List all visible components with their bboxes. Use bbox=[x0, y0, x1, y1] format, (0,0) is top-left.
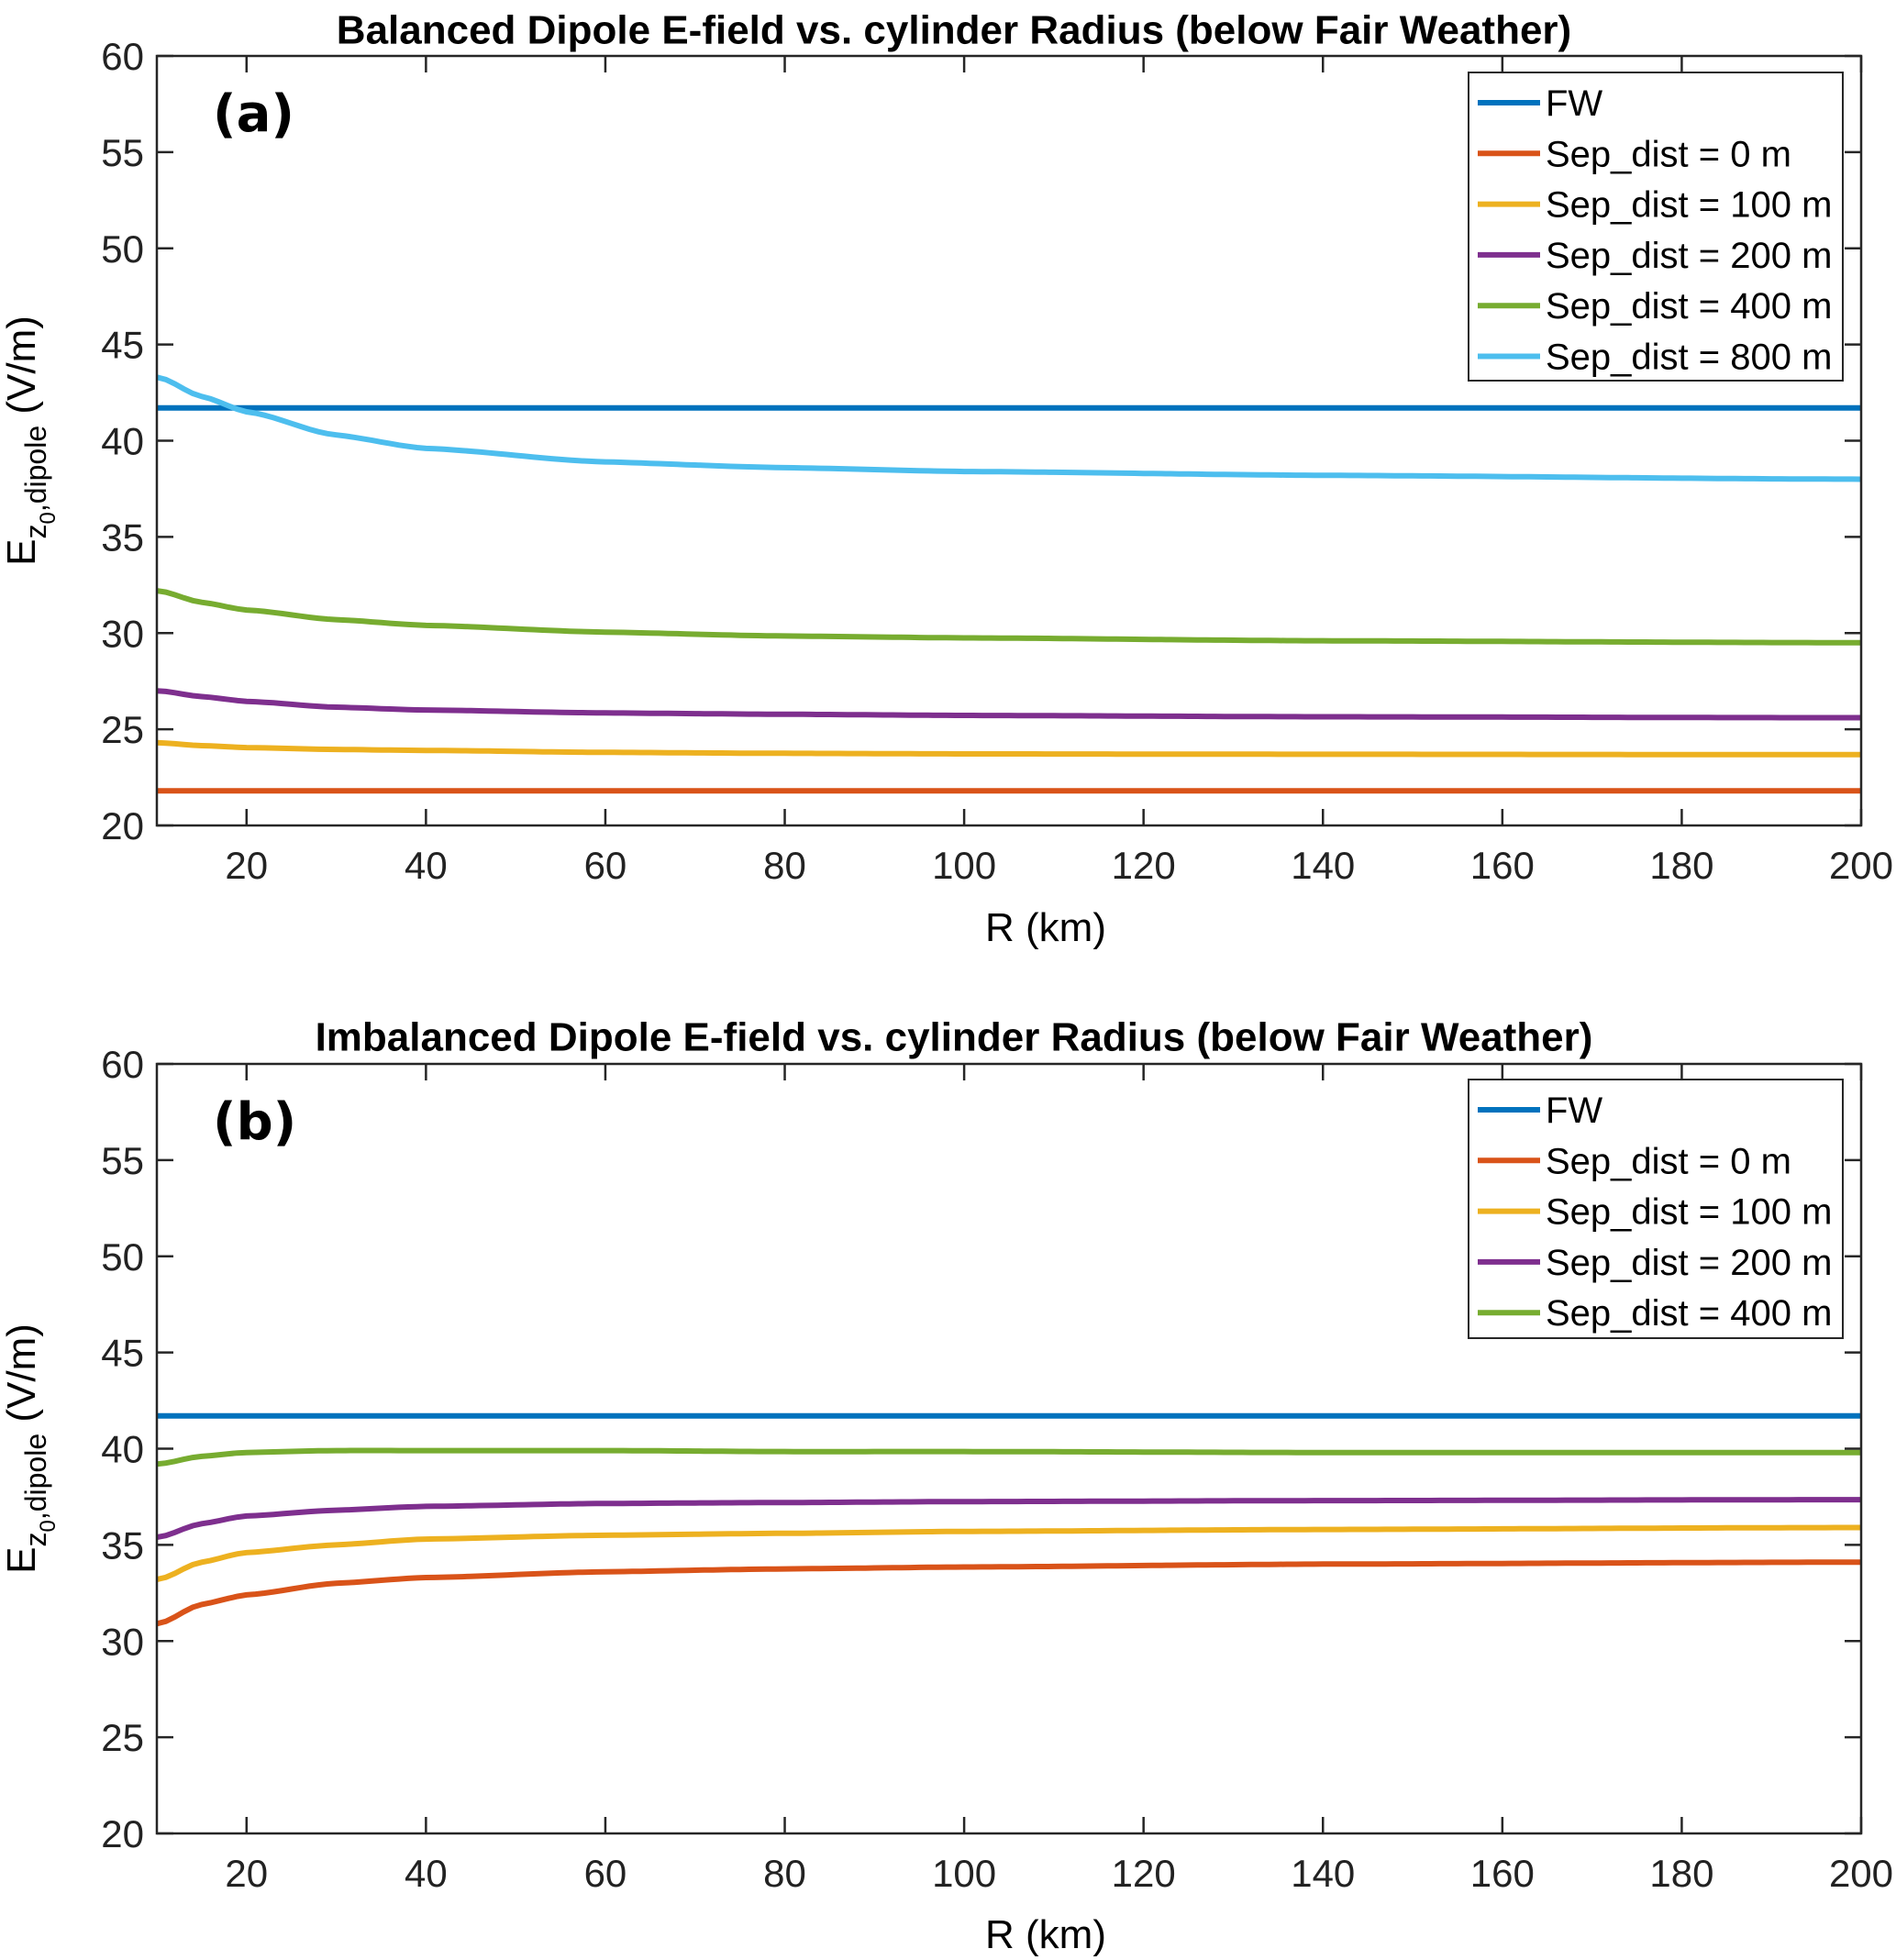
y-tick-label: 40 bbox=[101, 420, 144, 463]
x-tick-label: 160 bbox=[1470, 1852, 1535, 1895]
y-tick-label: 25 bbox=[101, 1716, 144, 1759]
y-tick-label: 55 bbox=[101, 131, 144, 174]
panel-label: (b) bbox=[213, 1092, 296, 1152]
y-label-main: E bbox=[0, 539, 44, 566]
y-tick-label: 35 bbox=[101, 1523, 144, 1567]
y-tick-label: 30 bbox=[101, 1620, 144, 1663]
series-line-4 bbox=[157, 588, 1861, 646]
series-line-2 bbox=[157, 1524, 1861, 1583]
y-label-unit: (V/m) bbox=[0, 316, 44, 426]
x-tick-label: 80 bbox=[763, 844, 806, 887]
x-tick-label: 120 bbox=[1112, 1852, 1176, 1895]
series-line-5 bbox=[157, 374, 1861, 482]
x-tick-label: 100 bbox=[932, 844, 996, 887]
x-tick-label: 40 bbox=[405, 1852, 448, 1895]
x-axis-label: R (km) bbox=[985, 905, 1106, 950]
series-line-1 bbox=[157, 1559, 1861, 1627]
chart-title: Balanced Dipole E-field vs. cylinder Rad… bbox=[337, 8, 1571, 53]
x-tick-label: 180 bbox=[1649, 844, 1713, 887]
y-tick-label: 35 bbox=[101, 515, 144, 559]
panel-label: (a) bbox=[213, 84, 294, 144]
legend-entry: FW bbox=[1546, 1091, 1602, 1131]
panel-b: Imbalanced Dipole E-field vs. cylinder R… bbox=[0, 1015, 1893, 1957]
x-tick-label: 160 bbox=[1470, 844, 1535, 887]
y-label-subsub: 0 bbox=[36, 1520, 61, 1532]
y-label-sub2: ,dipole bbox=[19, 1434, 52, 1520]
x-tick-label: 200 bbox=[1829, 844, 1893, 887]
series-line-3 bbox=[157, 688, 1861, 721]
legend-entry: Sep_dist = 100 m bbox=[1546, 185, 1832, 226]
x-tick-label: 80 bbox=[763, 1852, 806, 1895]
legend-entry: Sep_dist = 800 m bbox=[1546, 338, 1832, 378]
y-axis-label: Ez0,dipole (V/m) bbox=[0, 1323, 61, 1574]
series-line-3 bbox=[157, 1497, 1861, 1540]
series-line-4 bbox=[157, 1447, 1861, 1467]
x-tick-label: 20 bbox=[225, 844, 268, 887]
x-tick-label: 140 bbox=[1291, 844, 1355, 887]
y-tick-label: 55 bbox=[101, 1139, 144, 1182]
y-label-sub2: ,dipole bbox=[19, 426, 52, 512]
y-tick-label: 45 bbox=[101, 324, 144, 367]
x-tick-label: 20 bbox=[225, 1852, 268, 1895]
legend-entry: Sep_dist = 400 m bbox=[1546, 286, 1832, 327]
x-tick-label: 40 bbox=[405, 844, 448, 887]
y-label-main: E bbox=[0, 1547, 44, 1574]
y-tick-label: 40 bbox=[101, 1428, 144, 1471]
y-tick-label: 20 bbox=[101, 1812, 144, 1855]
x-tick-label: 180 bbox=[1649, 1852, 1713, 1895]
y-label-subsub: 0 bbox=[36, 512, 61, 524]
y-tick-label: 20 bbox=[101, 804, 144, 847]
x-tick-label: 120 bbox=[1112, 844, 1176, 887]
x-axis-label: R (km) bbox=[985, 1912, 1106, 1957]
x-tick-label: 140 bbox=[1291, 1852, 1355, 1895]
series-line-2 bbox=[157, 739, 1861, 758]
legend-entry: Sep_dist = 200 m bbox=[1546, 236, 1832, 276]
x-tick-label: 100 bbox=[932, 1852, 996, 1895]
x-tick-label: 60 bbox=[584, 1852, 627, 1895]
y-axis-label: Ez0,dipole (V/m) bbox=[0, 316, 61, 566]
legend-box bbox=[1468, 72, 1844, 382]
y-tick-label: 50 bbox=[101, 1235, 144, 1279]
x-tick-label: 60 bbox=[584, 844, 627, 887]
legend-entry: Sep_dist = 0 m bbox=[1546, 1141, 1791, 1181]
y-tick-label: 30 bbox=[101, 612, 144, 655]
chart-title: Imbalanced Dipole E-field vs. cylinder R… bbox=[316, 1015, 1593, 1060]
legend-entry: Sep_dist = 0 m bbox=[1546, 134, 1791, 174]
y-label-unit: (V/m) bbox=[0, 1323, 44, 1434]
y-label-sub: z bbox=[19, 1533, 52, 1547]
y-tick-label: 25 bbox=[101, 708, 144, 751]
y-tick-label: 60 bbox=[101, 1043, 144, 1086]
legend: FW Sep_dist = 0 m Sep_dist = 100 m Sep_dist… bbox=[1468, 1079, 1844, 1339]
legend-entry: Sep_dist = 100 m bbox=[1546, 1192, 1832, 1233]
legend-entry: Sep_dist = 200 m bbox=[1546, 1243, 1832, 1283]
legend: FW Sep_dist = 0 m Sep_dist = 100 m Sep_dist… bbox=[1468, 72, 1844, 382]
y-label-sub: z bbox=[19, 525, 52, 539]
x-tick-label: 200 bbox=[1829, 1852, 1893, 1895]
legend-entry: FW bbox=[1546, 83, 1602, 124]
y-tick-label: 45 bbox=[101, 1332, 144, 1375]
y-tick-label: 60 bbox=[101, 35, 144, 78]
legend-entry: Sep_dist = 400 m bbox=[1546, 1293, 1832, 1334]
y-tick-label: 50 bbox=[101, 227, 144, 271]
panel-a: Balanced Dipole E-field vs. cylinder Rad… bbox=[0, 8, 1893, 950]
